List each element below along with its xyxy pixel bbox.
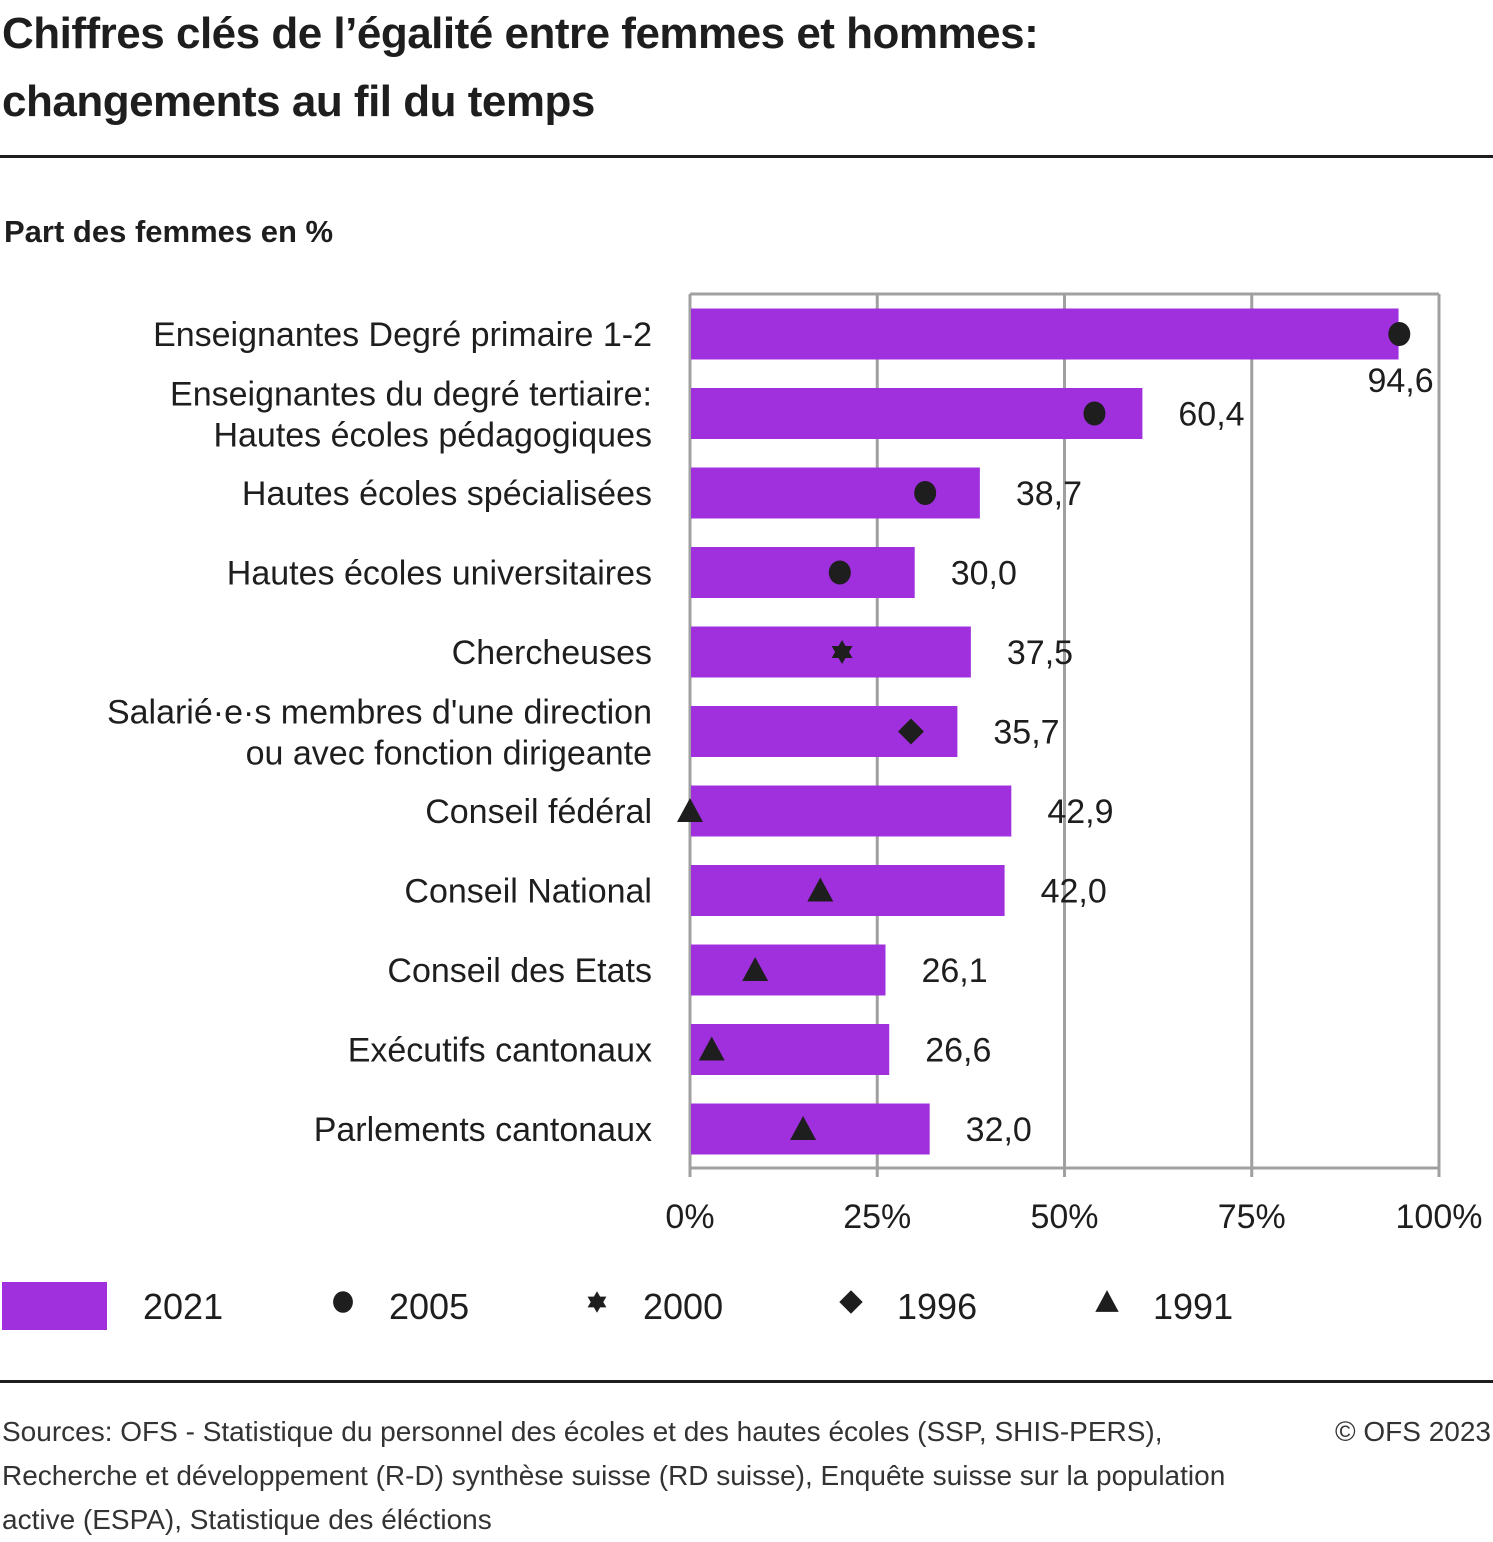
x-tick-label: 100% bbox=[1396, 1198, 1483, 1236]
category-label: Enseignantes Degré primaire 1-2 bbox=[153, 316, 652, 354]
chart-title-line-2: changements au fil du temps bbox=[2, 77, 595, 126]
marker-layer bbox=[677, 322, 1411, 1140]
category-label: Conseil fédéral bbox=[425, 793, 652, 831]
marker-2005-circle bbox=[828, 560, 851, 585]
chart-subtitle: Part des femmes en % bbox=[4, 214, 334, 249]
value-label: 26,6 bbox=[925, 1032, 991, 1070]
x-tick-label: 0% bbox=[665, 1198, 714, 1236]
x-tick-label: 25% bbox=[843, 1198, 911, 1236]
bar-2021 bbox=[691, 547, 915, 598]
value-label: 38,7 bbox=[1016, 475, 1082, 513]
bottom-divider bbox=[0, 1380, 1493, 1383]
value-label: 26,1 bbox=[921, 952, 987, 990]
legend-item-1991: 1991 bbox=[1095, 1286, 1233, 1327]
category-label: Exécutifs cantonaux bbox=[348, 1032, 652, 1070]
bar-layer bbox=[691, 308, 1399, 1155]
category-label: ou avec fonction dirigeante bbox=[246, 735, 652, 773]
category-label: Hautes écoles pédagogiques bbox=[213, 417, 652, 455]
value-label: 60,4 bbox=[1178, 396, 1244, 434]
category-label: Chercheuses bbox=[452, 634, 652, 672]
grid-layer bbox=[688, 292, 1441, 1177]
legend-diamond-icon bbox=[839, 1290, 863, 1314]
value-label: 42,9 bbox=[1047, 793, 1113, 831]
bar-2021 bbox=[691, 1024, 890, 1075]
category-label: Conseil National bbox=[404, 873, 652, 911]
marker-2000-star bbox=[831, 640, 853, 664]
bar-2021 bbox=[691, 1103, 930, 1155]
value-label: 42,0 bbox=[1041, 873, 1107, 911]
x-tick-label: 75% bbox=[1218, 1198, 1286, 1236]
top-divider bbox=[0, 155, 1493, 158]
legend-label: 2005 bbox=[389, 1286, 469, 1327]
bar-2021 bbox=[691, 388, 1143, 439]
bar-2021 bbox=[691, 944, 886, 996]
legend-label: 1991 bbox=[1153, 1286, 1233, 1327]
category-label: Salarié·e·s membres d'une direction bbox=[107, 694, 652, 732]
chart-title: Chiffres clés de l’égalité entre femmes … bbox=[2, 0, 1482, 136]
marker-1991-triangle bbox=[742, 957, 769, 981]
category-label: Hautes écoles universitaires bbox=[227, 555, 652, 593]
marker-1991-triangle bbox=[677, 798, 703, 822]
marker-2005-circle bbox=[1083, 401, 1106, 426]
marker-2005-circle bbox=[914, 481, 937, 505]
value-label: 94,6 bbox=[1367, 362, 1433, 400]
bar-2021 bbox=[691, 865, 1005, 916]
star-part bbox=[587, 1296, 607, 1313]
legend-triangle-icon bbox=[1095, 1290, 1119, 1312]
value-label: 30,0 bbox=[951, 555, 1017, 593]
category-label: Enseignantes du degré tertiaire: bbox=[170, 376, 652, 414]
value-label: 35,7 bbox=[993, 714, 1059, 752]
legend-item-2021: 2021 bbox=[2, 1282, 223, 1330]
legend-star-icon bbox=[587, 1291, 607, 1313]
category-label: Conseil des Etats bbox=[387, 952, 652, 990]
legend-item-2000: 2000 bbox=[587, 1286, 723, 1327]
legend-item-1996: 1996 bbox=[839, 1286, 977, 1327]
category-label: Parlements cantonaux bbox=[314, 1111, 652, 1149]
sources-note: Sources: OFS - Statistique du personnel … bbox=[2, 1416, 1226, 1535]
category-label: Hautes écoles spécialisées bbox=[242, 475, 652, 513]
marker-1991-triangle bbox=[698, 1036, 725, 1061]
legend-swatch bbox=[2, 1282, 107, 1330]
bar-2021 bbox=[691, 467, 980, 519]
legend-circle-icon bbox=[333, 1291, 353, 1313]
value-label: 32,0 bbox=[966, 1111, 1032, 1149]
x-tick-label: 50% bbox=[1030, 1198, 1098, 1236]
legend-label: 2000 bbox=[643, 1286, 723, 1327]
marker-2005-circle bbox=[1388, 322, 1411, 346]
star-part bbox=[831, 646, 853, 664]
bar-2021 bbox=[691, 626, 971, 678]
label-layer: Enseignantes Degré primaire 1-2 94,6 Ensei… bbox=[107, 316, 1434, 1149]
legend-item-2005: 2005 bbox=[333, 1286, 469, 1327]
legend: 2021 2005 2000 1996 1991 bbox=[2, 1282, 1233, 1330]
chart-title-line-1: Chiffres clés de l’égalité entre femmes … bbox=[2, 9, 1039, 58]
value-label: 37,5 bbox=[1007, 634, 1073, 672]
legend-label: 1996 bbox=[897, 1286, 977, 1327]
x-axis: 0% 25% 50% 75% 100% bbox=[665, 1166, 1483, 1236]
marker-1996-diamond bbox=[897, 718, 924, 745]
bar-2021 bbox=[691, 785, 1012, 837]
marker-1991-triangle bbox=[790, 1116, 817, 1140]
legend-label: 2021 bbox=[143, 1286, 223, 1327]
bar-2021 bbox=[691, 308, 1399, 360]
copyright: © OFS 2023 bbox=[1334, 1416, 1491, 1447]
marker-1991-triangle bbox=[807, 877, 834, 902]
